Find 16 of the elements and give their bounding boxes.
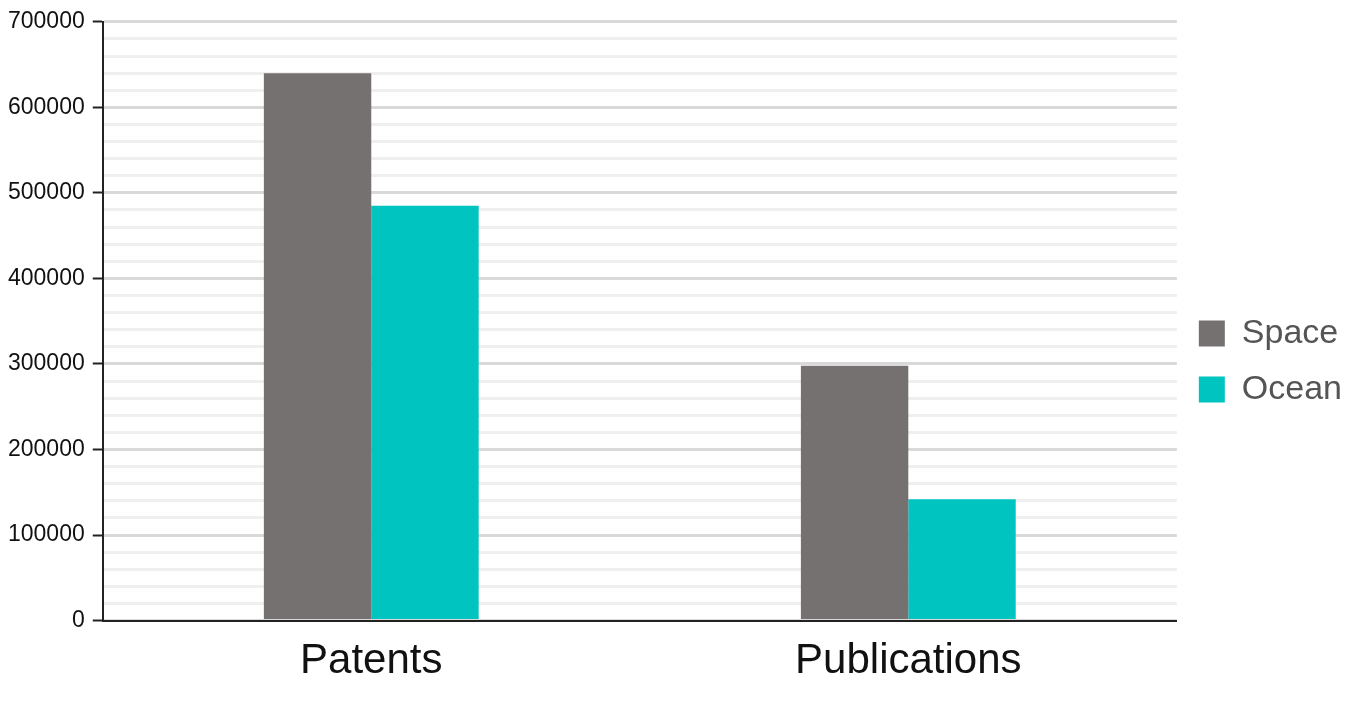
bar	[371, 205, 479, 620]
y-tick-label: 600000	[8, 92, 85, 119]
legend-label: Space	[1241, 311, 1339, 350]
legend-label: Ocean	[1241, 367, 1343, 406]
x-tick-label: Patents	[300, 635, 443, 683]
y-tick-label: 300000	[8, 349, 85, 376]
y-tick-label: 700000	[8, 7, 85, 34]
y-tick-label: 500000	[8, 178, 85, 205]
y-tick-label: 200000	[8, 434, 85, 461]
y-tick-label: 0	[71, 605, 85, 632]
bar	[908, 499, 1016, 620]
bar	[263, 73, 372, 620]
x-tick-label: Publications	[795, 635, 1022, 683]
bar	[800, 365, 909, 620]
y-tick-label: 400000	[8, 263, 85, 290]
y-tick-label: 100000	[8, 520, 85, 547]
